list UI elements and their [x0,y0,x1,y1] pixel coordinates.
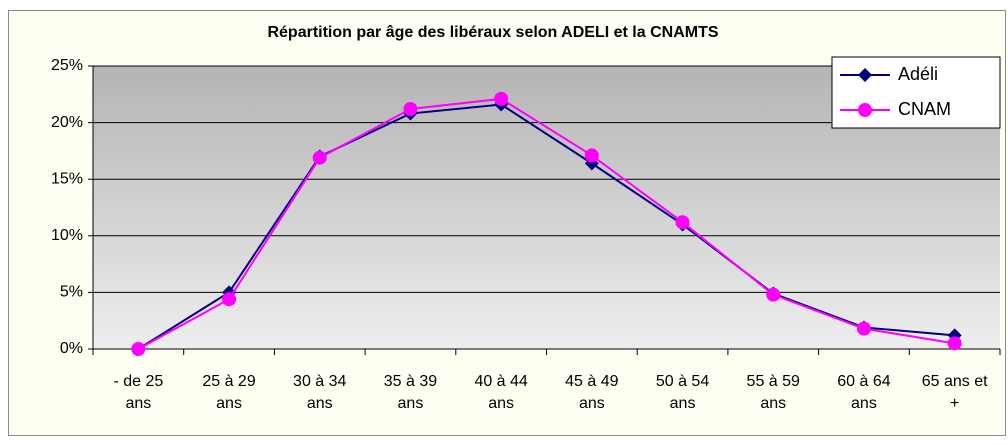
x-tick-label: 25 à 29 ans [202,373,256,412]
y-tick-label: 20% [51,114,83,131]
x-tick-label: 35 à 39 ans [383,373,438,412]
x-tick-label: 30 à 34 ans [293,373,347,412]
marker [858,68,872,82]
marker [131,342,146,356]
y-tick-label: 10% [51,227,83,244]
series-line [137,103,955,350]
x-tick-label: 45 à 49 ans [565,373,619,412]
chart-title: Répartition par âge des libéraux selon A… [267,24,718,41]
legend-box [831,56,1001,129]
marker [766,287,781,302]
legend: Adéli CNAM [831,56,1001,129]
marker [222,292,237,307]
y-tick-label: 5% [60,284,83,301]
x-tick-label: 60 à 64 ans [837,373,891,412]
marker [856,321,871,336]
marker [947,336,962,351]
x-tick-label: - de 25 ans [113,373,164,412]
marker [494,91,509,106]
marker [403,102,418,117]
x-tick-label: 50 à 54 ans [655,373,710,412]
marker [584,148,599,163]
series-line [137,97,955,350]
y-tick-label: 0% [60,340,83,357]
x-tick-label: 65 ans et + [921,373,988,412]
marker [675,215,690,230]
y-tick-label: 15% [51,170,83,187]
y-tick-label: 25% [51,57,83,74]
legend-label: CNAM [898,99,951,119]
x-tick-label: 40 à 44 ans [474,373,528,412]
marker [312,150,327,165]
x-tick-label: 55 à 59 ans [746,373,800,412]
marker [858,103,872,117]
legend-label: Adéli [898,64,938,84]
